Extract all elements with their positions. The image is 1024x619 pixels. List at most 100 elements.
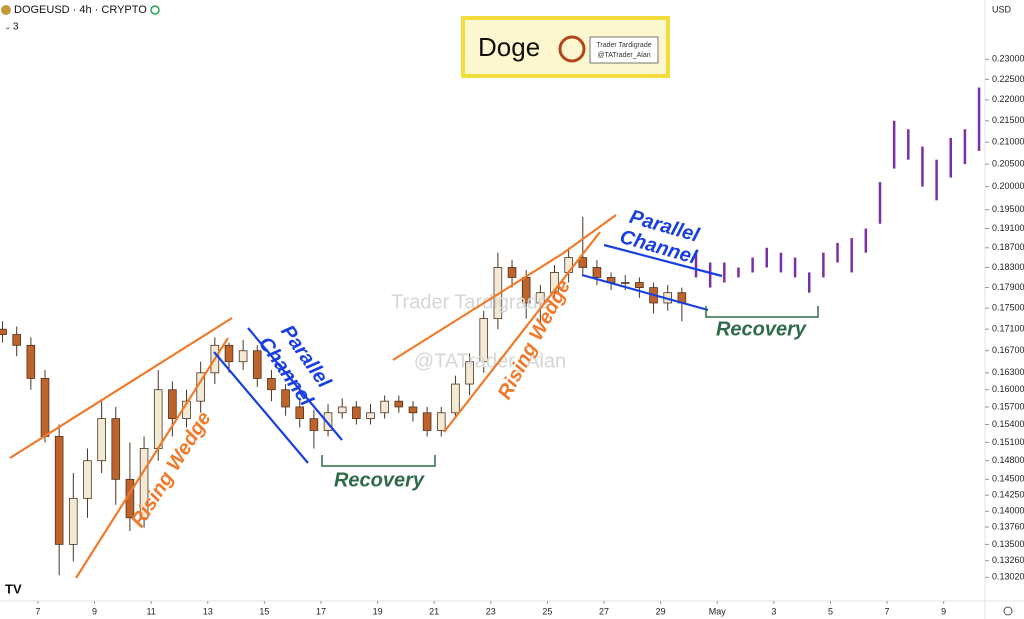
y-tick-label: 0.13260	[992, 555, 1024, 565]
y-tick-label: 0.16000	[992, 384, 1024, 394]
x-tick-label: 23	[486, 606, 496, 616]
candle-body	[465, 361, 474, 385]
y-tick-label: 0.14000	[992, 506, 1024, 516]
x-tick-label: 5	[828, 606, 833, 616]
channel-line	[581, 273, 709, 312]
candle-body	[337, 406, 347, 414]
y-tick-label: 0.14800	[992, 455, 1024, 465]
y-tick-label: 0.22500	[992, 74, 1024, 84]
y-tick-label: 0.17500	[992, 303, 1024, 313]
wedge-line	[75, 337, 229, 579]
y-tick-label: 0.14500	[992, 474, 1024, 484]
wedge-line	[392, 253, 563, 361]
x-tick-label: 7	[885, 606, 890, 616]
x-tick-label: 29	[656, 606, 666, 616]
y-tick-label: 0.19100	[992, 223, 1024, 233]
candle-body	[97, 418, 106, 462]
y-tick-label: 0.17900	[992, 282, 1024, 292]
y-tick-label: 0.15700	[992, 401, 1024, 411]
candle-body	[26, 344, 36, 379]
y-tick-label: 0.13760	[992, 521, 1024, 531]
y-tick-label: 0.14250	[992, 490, 1024, 500]
x-tick-label: 3	[771, 606, 776, 616]
logo-title: Doge	[478, 32, 540, 62]
candle-body	[12, 334, 21, 346]
x-tick-label: May	[709, 606, 727, 616]
x-tick-label: 27	[599, 606, 609, 616]
candle-body	[309, 418, 319, 431]
wedge-line	[443, 231, 601, 433]
recovery-bracket	[705, 306, 819, 318]
candle-body	[479, 318, 489, 363]
annotation-lines	[9, 214, 819, 579]
y-tick-label: 0.21000	[992, 137, 1024, 147]
plot-area	[0, 87, 981, 576]
candle-body	[281, 389, 290, 408]
channel-line	[603, 243, 723, 278]
candle-body	[620, 282, 630, 284]
candle-body	[83, 460, 92, 499]
recovery-bracket	[321, 455, 436, 467]
candle-body	[422, 412, 432, 431]
y-axis-label: USD	[992, 4, 1012, 14]
candle-body	[507, 267, 517, 278]
y-tick-label: 0.13020	[992, 572, 1024, 582]
logo-text: Trader Tardigrade	[596, 42, 651, 49]
x-tick-label: 13	[203, 606, 213, 616]
indicator-count[interactable]: 3	[13, 22, 19, 33]
candle-body	[139, 448, 149, 519]
candle-body	[252, 350, 262, 379]
y-tick-label: 0.17100	[992, 324, 1024, 334]
candle-body	[111, 418, 121, 480]
candle-body	[592, 267, 602, 278]
candle-body	[153, 389, 163, 449]
logo-badge	[589, 36, 659, 64]
y-tick-label: 0.15100	[992, 437, 1024, 447]
candle-body	[40, 378, 50, 437]
wedge-line	[9, 317, 233, 459]
x-tick-label: 15	[259, 606, 269, 616]
candle-body	[224, 344, 234, 363]
x-tick-label: 9	[941, 606, 946, 616]
x-tick-label: 25	[542, 606, 552, 616]
candle-body	[267, 378, 276, 391]
candle-body	[0, 328, 7, 335]
logo-icon	[558, 35, 586, 63]
channel-line	[247, 327, 343, 441]
x-tick-label: 7	[35, 606, 40, 616]
annotation: Recovery	[334, 469, 425, 491]
x-tick-label: 9	[92, 606, 97, 616]
watermark: Trader Tardigrade	[391, 291, 549, 313]
y-tick-label: 0.21500	[992, 115, 1024, 125]
symbol-icon	[1, 5, 11, 15]
candle-body	[323, 412, 333, 431]
y-tick-label: 0.16700	[992, 345, 1024, 355]
candle-body	[295, 406, 305, 420]
y-tick-label: 0.15400	[992, 419, 1024, 429]
annotation: Recovery	[716, 318, 807, 340]
candle-body	[238, 350, 248, 363]
candle-body	[69, 497, 78, 545]
candle-body	[366, 412, 375, 420]
y-tick-label: 0.20500	[992, 158, 1024, 168]
candle-body	[168, 389, 177, 420]
settings-icon[interactable]	[1003, 606, 1013, 616]
y-tick-label: 0.22000	[992, 94, 1024, 104]
symbol-title[interactable]: DOGEUSD · 4h · CRYPTO	[14, 4, 147, 16]
logo-text: @TATrader_Alan	[597, 52, 650, 59]
status-dot	[150, 5, 160, 15]
y-tick-label: 0.18700	[992, 242, 1024, 252]
candle-body	[635, 282, 644, 288]
watermark: @TATrader_Alan	[414, 350, 566, 372]
collapse-icon[interactable]: ⌄	[4, 21, 12, 31]
y-tick-label: 0.20000	[992, 181, 1024, 191]
y-tick-label: 0.16300	[992, 367, 1024, 377]
brand-logo: TV	[5, 581, 22, 596]
x-tick-label: 17	[316, 606, 326, 616]
y-tick-label: 0.23000	[992, 54, 1024, 64]
candle-body	[451, 383, 460, 414]
channel-line	[213, 351, 309, 464]
y-tick-label: 0.13500	[992, 539, 1024, 549]
